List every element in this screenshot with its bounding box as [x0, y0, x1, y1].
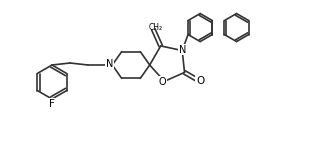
Text: CH₂: CH₂ — [148, 23, 163, 32]
Text: N: N — [106, 59, 113, 69]
Text: F: F — [49, 99, 55, 109]
Text: O: O — [196, 76, 204, 86]
Text: O: O — [159, 77, 166, 87]
Text: N: N — [179, 45, 186, 54]
